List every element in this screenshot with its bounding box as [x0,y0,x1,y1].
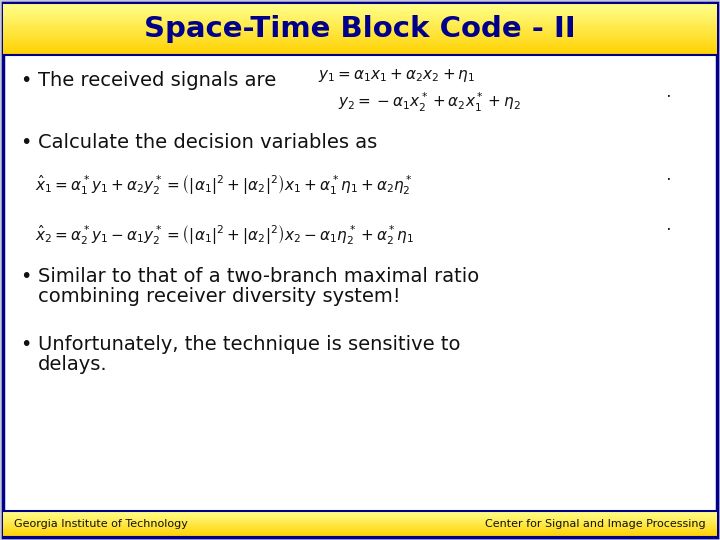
Text: •: • [20,267,32,287]
Bar [3,54,717,55]
Bar [3,5,717,6]
Bar [3,31,717,32]
Bar [3,524,717,525]
Bar [3,515,717,516]
Bar [3,535,717,536]
Bar [3,28,717,29]
Bar [3,24,717,25]
Bar [3,3,717,4]
Bar [3,531,717,532]
Bar [3,43,717,44]
Text: $\mathbf{\cdot}$: $\mathbf{\cdot}$ [666,172,670,182]
Bar [3,53,717,54]
Text: Space-Time Block Code - II: Space-Time Block Code - II [144,15,576,43]
Bar [3,30,717,31]
Bar [3,516,717,517]
Text: $y_1 = \alpha_1 x_1 + \alpha_2 x_2 + \eta_1$: $y_1 = \alpha_1 x_1 + \alpha_2 x_2 + \et… [318,68,475,84]
Bar [3,522,717,523]
Bar [3,536,717,537]
Bar [3,520,717,521]
Bar [3,45,717,46]
Bar [3,11,717,12]
Bar [3,534,717,535]
Bar [3,529,717,530]
Bar [3,7,717,8]
Bar [3,519,717,520]
Text: Similar to that of a two-branch maximal ratio: Similar to that of a two-branch maximal … [38,267,480,287]
Bar [3,36,717,37]
Bar [3,513,717,514]
Bar [3,18,717,19]
Text: combining receiver diversity system!: combining receiver diversity system! [38,287,400,307]
Bar [3,4,717,5]
Bar [3,514,717,515]
Bar [3,51,717,52]
Bar [3,9,717,10]
Bar [3,47,717,48]
Bar [3,523,717,524]
Bar [3,25,717,26]
Bar [3,42,717,43]
Bar [3,532,717,533]
Text: $\mathbf{\cdot}$: $\mathbf{\cdot}$ [666,89,670,99]
Bar [3,26,717,27]
Text: •: • [20,132,32,152]
Bar [3,526,717,527]
Bar [3,44,717,45]
Bar [3,533,717,534]
Bar [3,14,717,15]
Bar [3,49,717,50]
Bar [3,29,717,30]
Bar [3,518,717,519]
Bar [3,39,717,40]
Bar [3,46,717,47]
Bar [3,16,717,17]
Bar [3,10,717,11]
Bar [3,35,717,36]
Text: •: • [20,71,32,90]
Bar [3,52,717,53]
Bar [3,50,717,51]
Bar [3,525,717,526]
Bar [3,13,717,14]
Text: Unfortunately, the technique is sensitive to: Unfortunately, the technique is sensitiv… [38,334,461,354]
Bar [3,521,717,522]
Bar [3,527,717,528]
Text: $\mathbf{\cdot}$: $\mathbf{\cdot}$ [666,222,670,232]
Bar [3,528,717,529]
Text: Center for Signal and Image Processing: Center for Signal and Image Processing [485,519,706,529]
Bar [3,21,717,22]
Bar [3,512,717,513]
Bar [3,511,717,512]
Bar [3,23,717,24]
Text: $\hat{x}_2 = \alpha_2^* y_1 - \alpha_1 y_2^* = \left(|\alpha_1|^2 + |\alpha_2|^2: $\hat{x}_2 = \alpha_2^* y_1 - \alpha_1 y… [35,223,414,247]
Bar [3,41,717,42]
Bar [3,20,717,21]
Bar [3,22,717,23]
Bar [3,530,717,531]
Bar [3,48,717,49]
Bar [3,19,717,20]
Bar [3,15,717,16]
Bar [3,17,717,18]
Bar [3,517,717,518]
Bar [3,6,717,7]
Text: The received signals are: The received signals are [38,71,276,90]
Bar [3,27,717,28]
Text: $y_2 = -\alpha_1 x_2^* + \alpha_2 x_1^* + \eta_2$: $y_2 = -\alpha_1 x_2^* + \alpha_2 x_1^* … [338,90,521,113]
Text: delays.: delays. [38,354,107,374]
Text: Georgia Institute of Technology: Georgia Institute of Technology [14,519,188,529]
Bar [3,12,717,13]
Bar [3,40,717,41]
Bar [3,32,717,33]
Bar [3,8,717,9]
Text: $\hat{x}_1 = \alpha_1^* y_1 + \alpha_2 y_2^* = \left(|\alpha_1|^2 + |\alpha_2|^2: $\hat{x}_1 = \alpha_1^* y_1 + \alpha_2 y… [35,173,413,197]
Bar [3,34,717,35]
Bar [3,37,717,38]
Text: Calculate the decision variables as: Calculate the decision variables as [38,132,377,152]
Bar [3,33,717,34]
Bar [3,38,717,39]
Text: •: • [20,334,32,354]
